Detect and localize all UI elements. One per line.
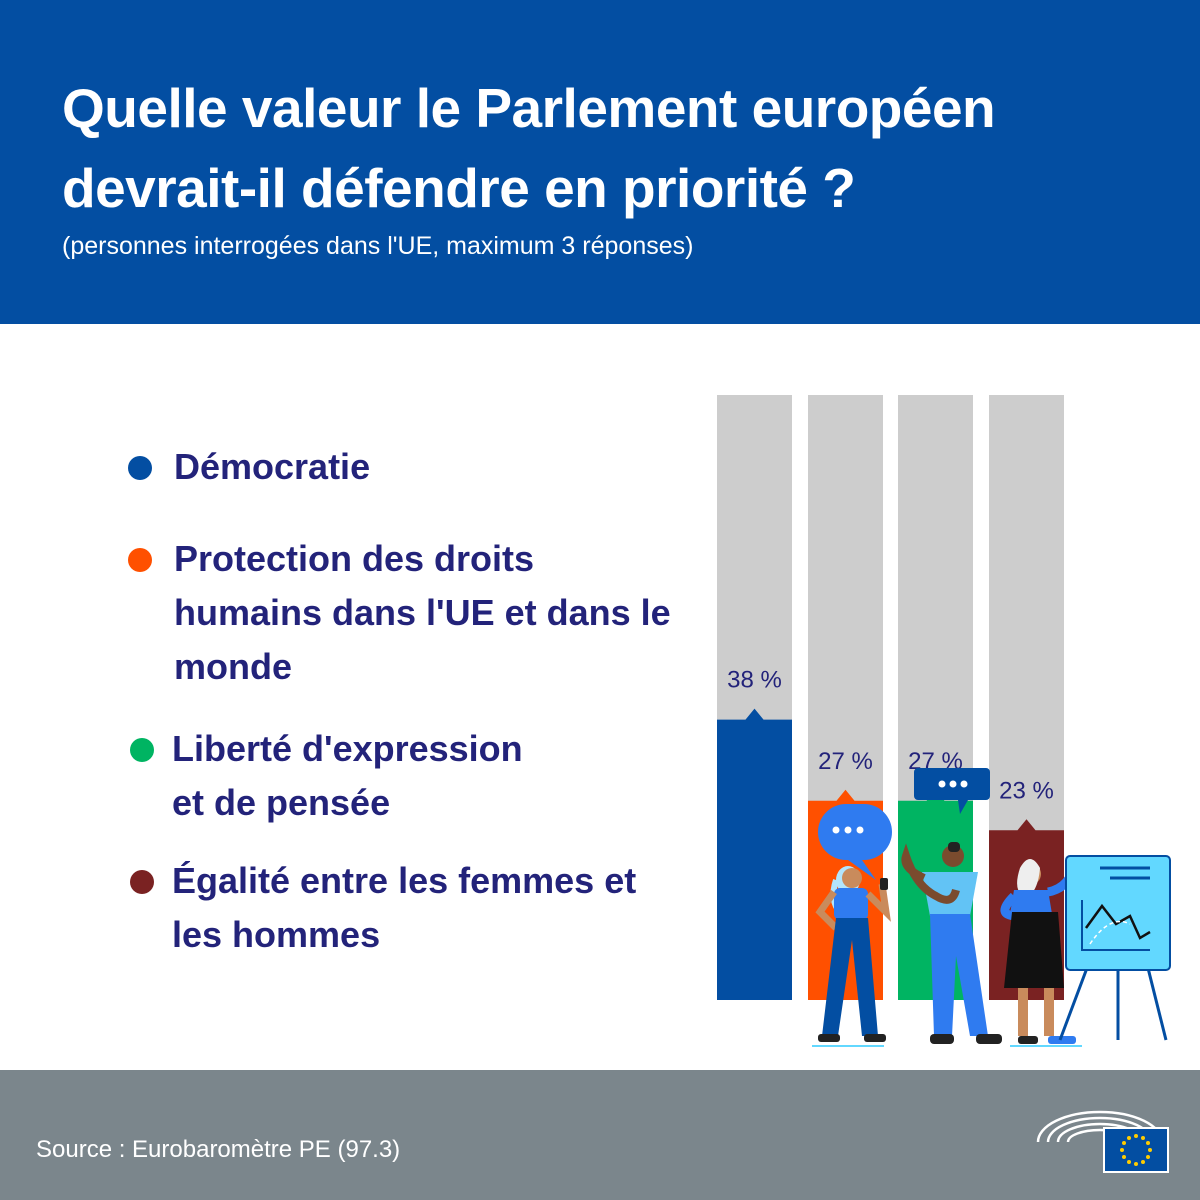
speech-bubble-icon <box>818 804 892 880</box>
flip-chart-icon <box>1058 855 1171 1041</box>
legend-label: Égalité entre les femmes et les hommes <box>172 860 637 955</box>
bar-value-label: 27 % <box>818 748 873 775</box>
legend-label: Liberté d'expression et de pensée <box>172 728 523 823</box>
page-subtitle: (personnes interrogées dans l'UE, maximu… <box>62 232 694 260</box>
eu-flag-icon <box>1103 1127 1169 1173</box>
legend-dot-icon <box>128 548 152 572</box>
person-figure <box>815 866 891 1042</box>
legend-dot-icon <box>128 456 152 480</box>
people-illustration <box>812 768 1171 1047</box>
legend-dot-icon <box>130 870 154 894</box>
bar-1 <box>717 708 792 1000</box>
person-figure <box>901 842 1002 1044</box>
source-note: Source : Eurobaromètre PE (97.3) <box>36 1136 401 1163</box>
legend-dot-icon <box>130 738 154 762</box>
speech-bubble-icon <box>914 768 990 814</box>
european-parliament-logo <box>1036 1110 1169 1173</box>
legend-label: Démocratie <box>174 446 371 487</box>
page-title: Quelle valeur le Parlement européen devr… <box>62 77 996 219</box>
bar-value-label: 38 % <box>727 667 782 694</box>
legend-label: Protection des droits humains dans l'UE … <box>174 538 671 687</box>
bar-chart: 38 %27 % 27 %23 % <box>717 395 1171 1047</box>
bar-value-label: 23 % <box>999 777 1054 804</box>
header-banner: Quelle valeur le Parlement européen devr… <box>0 0 1200 324</box>
footer-bar <box>0 1070 1200 1200</box>
